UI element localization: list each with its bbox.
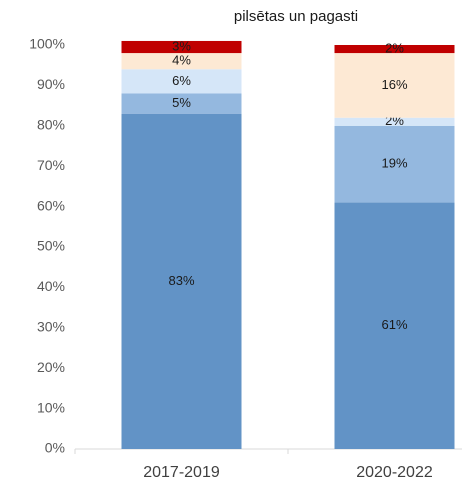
value-label: 6% — [172, 73, 191, 88]
y-tick-label: 0% — [45, 440, 65, 456]
value-label: 5% — [172, 95, 191, 110]
chart-title: pilsētas un pagasti — [234, 8, 358, 25]
bar-segment — [121, 113, 242, 450]
bar-segment — [121, 69, 242, 94]
y-tick-label: 100% — [29, 36, 65, 52]
bar-segment — [334, 202, 455, 449]
y-tick-label: 90% — [37, 76, 65, 92]
value-label: 83% — [168, 273, 194, 288]
y-tick-label: 20% — [37, 359, 65, 375]
bar-segment — [121, 53, 242, 70]
y-tick-label: 60% — [37, 197, 65, 213]
bar-segment — [334, 117, 455, 126]
bar-segment — [334, 45, 455, 54]
value-label: 61% — [381, 317, 407, 332]
bar-segment — [121, 40, 242, 54]
value-label: 2% — [385, 40, 404, 55]
bar-segment — [334, 125, 455, 203]
value-label: 3% — [172, 38, 191, 53]
y-tick-label: 30% — [37, 319, 65, 335]
x-tick-label: 2020-2022 — [356, 464, 433, 481]
value-label: 16% — [381, 77, 407, 92]
y-tick-label: 70% — [37, 157, 65, 173]
x-tick-label: 2017-2019 — [143, 464, 220, 481]
y-tick-label: 80% — [37, 117, 65, 133]
bar-segment — [121, 93, 242, 114]
y-tick-label: 40% — [37, 278, 65, 294]
value-label: 4% — [172, 53, 191, 68]
value-label: 19% — [381, 156, 407, 171]
bar-segment — [334, 53, 455, 118]
y-tick-label: 10% — [37, 399, 65, 415]
y-tick-label: 50% — [37, 238, 65, 254]
